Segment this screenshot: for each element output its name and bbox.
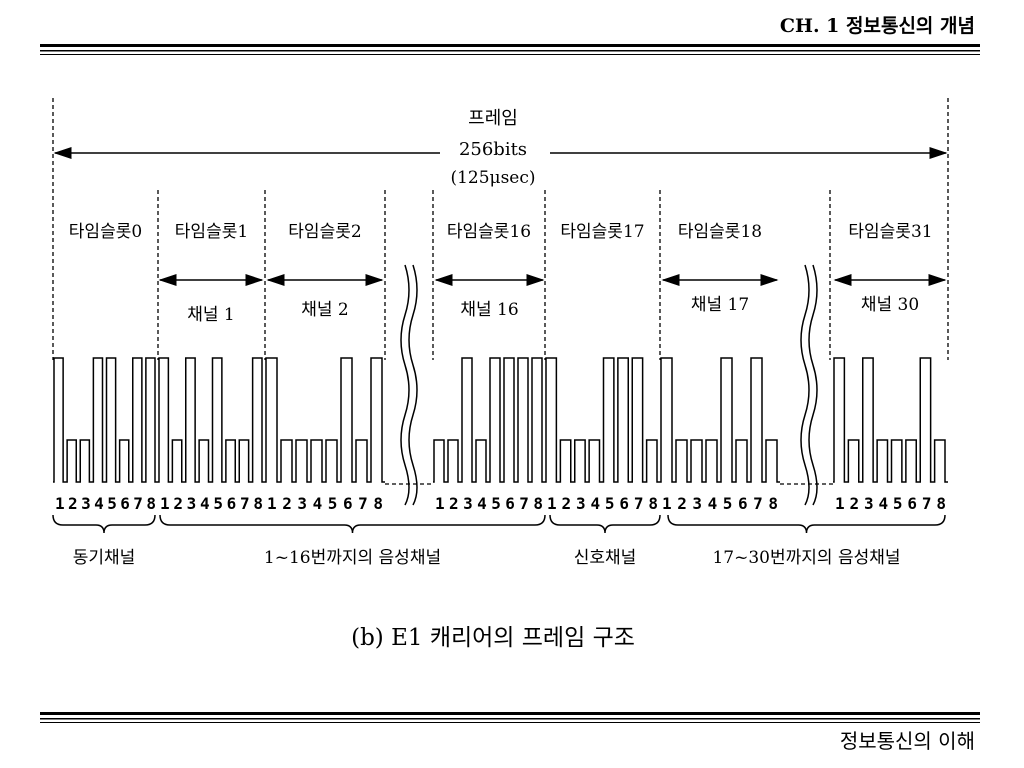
channel-label: 채널 30 [861, 295, 919, 315]
pulse-train [433, 357, 545, 483]
slot-label: 타임슬롯16 [447, 222, 531, 242]
bit-numbers: 12345678 [55, 494, 156, 513]
group-label: 동기채널 [73, 548, 136, 568]
slot-label: 타임슬롯1 [175, 222, 248, 242]
bit-numbers: 12345678 [435, 494, 543, 513]
slot-label: 타임슬롯17 [560, 222, 644, 242]
bit-numbers: 12345678 [547, 494, 658, 513]
slot-label: 타임슬롯18 [678, 222, 762, 242]
bit-numbers: 12345678 [662, 494, 778, 513]
header-title: CH. 1 정보통신의 개념 [780, 15, 975, 37]
frame-duration: (125μsec) [450, 168, 535, 188]
footer: 정보통신의 이해 [840, 729, 975, 753]
caption: (b) E1 캐리어의 프레임 구조 [351, 625, 635, 651]
channel-label: 채널 2 [301, 300, 349, 320]
group-brace [667, 514, 946, 534]
footer-rule [40, 712, 980, 723]
channel-label: 채널 1 [187, 305, 235, 325]
bit-numbers: 12345678 [160, 494, 263, 513]
pulse-train [53, 357, 158, 483]
pulse-train [265, 357, 385, 483]
frame-bits: 256bits [459, 139, 527, 160]
group-brace [52, 514, 156, 534]
break-mark [408, 264, 418, 506]
group-brace [549, 514, 661, 534]
break-mark [400, 264, 410, 506]
pulse-train [660, 357, 780, 483]
group-label: 신호채널 [574, 548, 637, 568]
break-mark [800, 264, 810, 506]
bit-numbers: 12345678 [267, 494, 383, 513]
pulse-train [833, 357, 948, 483]
group-label: 17~30번까지의 음성채널 [712, 548, 900, 568]
header-rule [40, 44, 980, 55]
pulse-train [545, 357, 660, 483]
pulse-train [158, 357, 265, 483]
slot-label: 타임슬롯0 [69, 222, 142, 242]
group-brace [159, 514, 546, 534]
bit-numbers: 12345678 [835, 494, 946, 513]
frame-label: 프레임 [468, 108, 518, 129]
slot-label: 타임슬롯2 [288, 222, 361, 242]
channel-label: 채널 16 [460, 300, 518, 320]
group-label: 1~16번까지의 음성채널 [264, 548, 441, 568]
slot-label: 타임슬롯31 [848, 222, 932, 242]
channel-label: 채널 17 [691, 295, 749, 315]
break-mark [808, 264, 818, 506]
